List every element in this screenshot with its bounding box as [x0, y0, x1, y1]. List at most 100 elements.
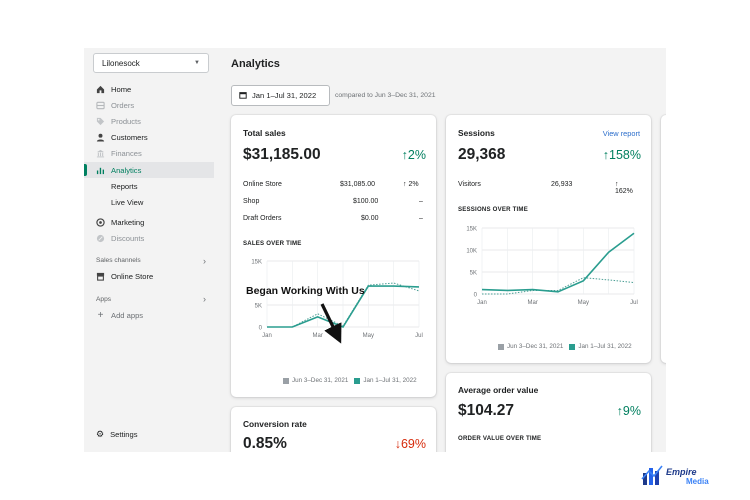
sidebar-item-orders[interactable]: Orders [84, 97, 214, 113]
x-tick-label: May [363, 333, 374, 339]
sidebar-nav: Home Orders Products Customers [84, 81, 214, 323]
plus-icon: + [97, 309, 104, 321]
row-value: $0.00 [361, 215, 379, 222]
date-range-button[interactable]: Jan 1–Jul 31, 2022 [231, 85, 330, 106]
empire-media-logo: Empire Media [640, 461, 740, 489]
sidebar-item-label: Live View [111, 197, 144, 207]
sidebar-item-label: Home [111, 84, 132, 94]
logo-word-1: Empire [666, 467, 697, 477]
sidebar-item-finances[interactable]: Finances [84, 146, 214, 162]
sidebar-item-reports[interactable]: Reports [84, 178, 214, 194]
sales-channels-section[interactable]: Sales channels › [84, 253, 214, 269]
chevron-right-icon[interactable]: › [203, 294, 206, 305]
row-value: 26,933 [551, 181, 573, 188]
sidebar-item-label: Add apps [111, 310, 144, 320]
series-line-previous [267, 282, 420, 328]
y-tick-label: 15K [251, 260, 262, 266]
sales-channels-label: Sales channels [96, 257, 141, 265]
x-tick-label: May [578, 300, 589, 306]
average-order-value-card[interactable]: Average order value $104.27 ↑9% ORDER VA… [446, 373, 651, 452]
sidebar-item-home[interactable]: Home [84, 81, 214, 97]
store-selector[interactable]: Lilonesock ▼ [93, 53, 209, 73]
series-line-previous [482, 277, 635, 295]
legend-swatch-current [569, 343, 576, 350]
y-tick-label: 5K [255, 304, 262, 310]
row-delta: – [419, 198, 423, 205]
tag-icon [96, 117, 105, 126]
row-label: Online Store [243, 181, 282, 188]
sidebar-item-label: Discounts [111, 234, 145, 244]
sales-over-time-chart: 0 5K 15K Jan Mar May Jul [251, 260, 423, 340]
conversion-rate-card[interactable]: Conversion rate 0.85% ↓69% [231, 407, 436, 452]
logo-word-2: Media [686, 477, 709, 486]
card-title: Conversion rate [243, 419, 307, 429]
page-title: Analytics [231, 58, 280, 70]
comparison-text: compared to Jun 3–Dec 31, 2021 [335, 92, 436, 99]
y-tick-label: 0 [259, 326, 263, 332]
total-sales-card[interactable]: Total sales $31,185.00 ↑2% Online Store … [231, 115, 436, 397]
sidebar-item-label: Customers [111, 133, 148, 143]
row-label: Shop [243, 198, 260, 205]
sidebar-item-products[interactable]: Products [84, 113, 214, 129]
sessions-value: 29,368 [458, 146, 506, 163]
sidebar-item-settings[interactable]: ⚙ Settings [96, 429, 138, 440]
total-sales-delta: ↑2% [401, 148, 426, 162]
card-title: Sessions [458, 128, 495, 138]
x-tick-label: Mar [312, 333, 322, 339]
x-tick-label: Mar [527, 300, 537, 306]
chart-title: ORDER VALUE OVER TIME [458, 435, 542, 442]
row-delta: – [419, 215, 423, 222]
card-title: Total sales [243, 128, 286, 138]
sidebar-item-label: Online Store [111, 272, 154, 282]
legend-label-previous: Jun 3–Dec 31, 2021 [507, 343, 564, 350]
sidebar-item-live-view[interactable]: Live View [84, 194, 214, 210]
annotation-text: Began Working With Us [246, 285, 365, 297]
home-icon [96, 85, 105, 94]
row-label: Draft Orders [243, 215, 282, 222]
chart-legend: Jun 3–Dec 31, 2021 Jan 1–Jul 31, 2022 [283, 377, 417, 384]
apps-section[interactable]: Apps › [84, 291, 214, 307]
apps-label: Apps [96, 295, 112, 303]
discount-icon [96, 234, 105, 243]
sidebar-item-label: Analytics [111, 165, 142, 175]
legend-label-current: Jan 1–Jul 31, 2022 [363, 377, 417, 384]
y-tick-label: 10K [466, 249, 477, 255]
conversion-delta: ↓69% [394, 437, 426, 451]
sessions-delta: ↑158% [602, 148, 641, 162]
row-value: $31,085.00 [340, 181, 376, 188]
store-name: Lilonesock [102, 58, 140, 68]
calendar-icon [239, 91, 247, 101]
row-value: $100.00 [353, 198, 379, 205]
sidebar-item-label: Orders [111, 100, 135, 110]
chart-title: SALES OVER TIME [243, 240, 302, 247]
settings-label: Settings [110, 430, 138, 439]
chart-title: SESSIONS OVER TIME [458, 206, 528, 213]
sidebar-item-discounts[interactable]: Discounts [84, 231, 214, 247]
person-icon [96, 133, 105, 142]
view-report-link[interactable]: View report [602, 129, 640, 138]
gear-icon: ⚙ [96, 429, 105, 439]
sidebar-item-online-store[interactable]: Online Store [84, 269, 214, 285]
sessions-card[interactable]: Sessions View report 29,368 ↑158% Visito… [446, 115, 651, 363]
bar-chart-icon [96, 166, 105, 175]
chart-legend: Jun 3–Dec 31, 2021 Jan 1–Jul 31, 2022 [498, 343, 632, 350]
aov-delta: ↑9% [616, 404, 641, 418]
sidebar-item-label: Marketing [111, 218, 145, 228]
total-sales-value: $31,185.00 [243, 146, 321, 163]
sidebar-item-label: Finances [111, 149, 142, 159]
sessions-over-time-chart: 0 5K 10K 15K Jan Mar May Jul [466, 227, 638, 307]
bank-icon [96, 149, 105, 158]
legend-swatch-previous [498, 343, 504, 350]
legend-label-previous: Jun 3–Dec 31, 2021 [292, 377, 349, 384]
sidebar-item-customers[interactable]: Customers [84, 130, 214, 146]
y-tick-label: 0 [474, 293, 478, 299]
sidebar-item-analytics[interactable]: Analytics [84, 161, 214, 179]
legend-swatch-current [354, 377, 361, 384]
chevron-right-icon[interactable]: › [203, 255, 206, 266]
row-delta: ↑ 2% [403, 181, 419, 188]
legend-swatch-previous [283, 377, 289, 384]
app-window: Lilonesock ▼ Home Orders Products [84, 48, 666, 452]
sidebar-item-marketing[interactable]: Marketing [84, 215, 214, 231]
conversion-value: 0.85% [243, 435, 287, 452]
sidebar-item-add-apps[interactable]: + Add apps [84, 307, 214, 323]
